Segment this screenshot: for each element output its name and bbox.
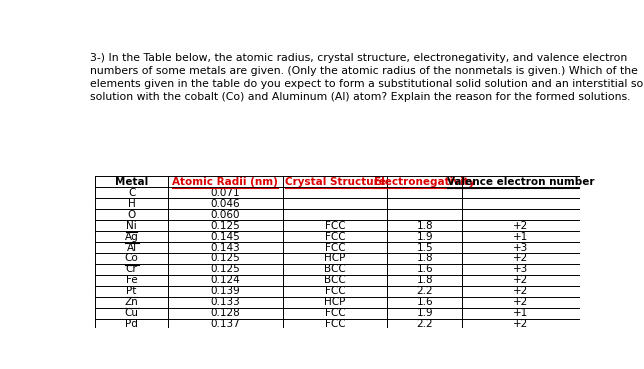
Text: +2: +2 bbox=[513, 275, 529, 285]
Text: +1: +1 bbox=[513, 308, 529, 318]
Text: FCC: FCC bbox=[325, 232, 345, 242]
Text: 0.125: 0.125 bbox=[211, 264, 240, 275]
Text: 1.8: 1.8 bbox=[417, 254, 433, 263]
Text: Atomic Radii (nm): Atomic Radii (nm) bbox=[173, 177, 278, 187]
Text: +2: +2 bbox=[513, 221, 529, 231]
Text: 2.2: 2.2 bbox=[417, 319, 433, 329]
Text: O: O bbox=[128, 210, 136, 220]
Text: Cu: Cu bbox=[125, 308, 138, 318]
Text: BCC: BCC bbox=[324, 275, 346, 285]
Text: HCP: HCP bbox=[325, 297, 346, 307]
Text: FCC: FCC bbox=[325, 286, 345, 296]
Text: 1.6: 1.6 bbox=[417, 264, 433, 275]
Text: Al: Al bbox=[127, 242, 137, 252]
Text: 1.8: 1.8 bbox=[417, 275, 433, 285]
Text: 0.128: 0.128 bbox=[211, 308, 240, 318]
Text: H: H bbox=[128, 199, 135, 209]
Text: 0.145: 0.145 bbox=[211, 232, 240, 242]
Text: Fe: Fe bbox=[126, 275, 137, 285]
Text: 0.060: 0.060 bbox=[211, 210, 240, 220]
Text: 1.9: 1.9 bbox=[417, 232, 433, 242]
Text: FCC: FCC bbox=[325, 221, 345, 231]
Text: Cr: Cr bbox=[126, 264, 138, 275]
Text: FCC: FCC bbox=[325, 242, 345, 252]
Text: Ni: Ni bbox=[126, 221, 137, 231]
Text: Co: Co bbox=[125, 254, 138, 263]
Text: +2: +2 bbox=[513, 297, 529, 307]
Text: 0.071: 0.071 bbox=[211, 188, 240, 198]
Text: 0.137: 0.137 bbox=[211, 319, 240, 329]
Text: 0.125: 0.125 bbox=[211, 221, 240, 231]
Text: 0.139: 0.139 bbox=[211, 286, 240, 296]
Text: Pd: Pd bbox=[125, 319, 138, 329]
Text: 2.2: 2.2 bbox=[417, 286, 433, 296]
Text: BCC: BCC bbox=[324, 264, 346, 275]
Text: 1.9: 1.9 bbox=[417, 308, 433, 318]
Text: FCC: FCC bbox=[325, 319, 345, 329]
Text: Valence electron number: Valence electron number bbox=[447, 177, 594, 187]
Text: 0.046: 0.046 bbox=[211, 199, 240, 209]
Text: 1.8: 1.8 bbox=[417, 221, 433, 231]
Text: 0.124: 0.124 bbox=[211, 275, 240, 285]
Text: 1.6: 1.6 bbox=[417, 297, 433, 307]
Text: Zn: Zn bbox=[125, 297, 138, 307]
Text: +3: +3 bbox=[513, 264, 529, 275]
Text: +2: +2 bbox=[513, 319, 529, 329]
Text: 0.125: 0.125 bbox=[211, 254, 240, 263]
Text: +2: +2 bbox=[513, 254, 529, 263]
Text: 0.133: 0.133 bbox=[211, 297, 240, 307]
Text: C: C bbox=[128, 188, 135, 198]
Text: Electronegativity: Electronegativity bbox=[374, 177, 475, 187]
Text: Pt: Pt bbox=[126, 286, 137, 296]
Text: Ag: Ag bbox=[125, 232, 138, 242]
Text: FCC: FCC bbox=[325, 308, 345, 318]
Text: +3: +3 bbox=[513, 242, 529, 252]
Text: 1.5: 1.5 bbox=[417, 242, 433, 252]
Text: 0.143: 0.143 bbox=[211, 242, 240, 252]
Text: +2: +2 bbox=[513, 286, 529, 296]
Text: 3-) In the Table below, the atomic radius, crystal structure, electronegativity,: 3-) In the Table below, the atomic radiu… bbox=[90, 53, 644, 103]
Text: HCP: HCP bbox=[325, 254, 346, 263]
Text: Crystal Structure: Crystal Structure bbox=[285, 177, 386, 187]
Text: +1: +1 bbox=[513, 232, 529, 242]
Text: Metal: Metal bbox=[115, 177, 148, 187]
